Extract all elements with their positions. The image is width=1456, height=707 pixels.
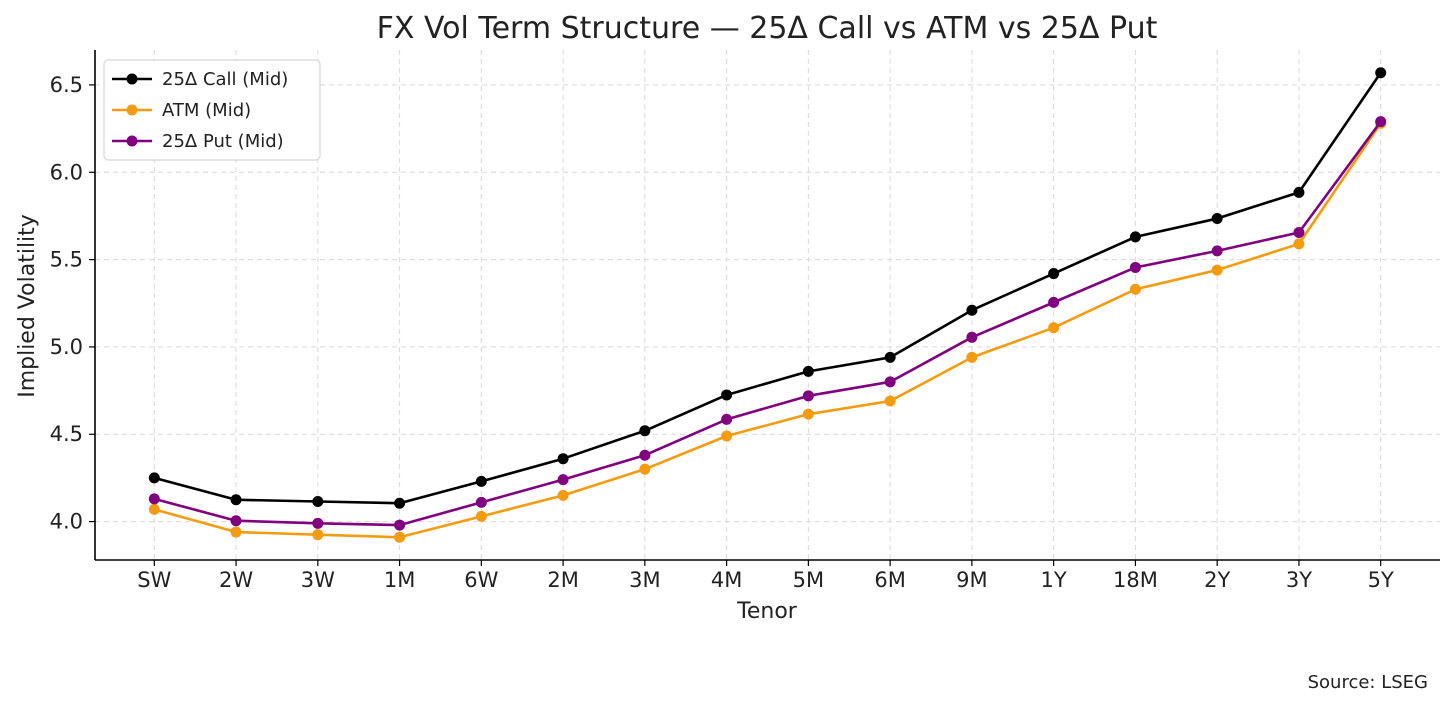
data-point: [884, 351, 896, 363]
data-point: [1211, 245, 1223, 257]
data-point: [312, 517, 324, 529]
data-point: [1211, 213, 1223, 225]
data-point: [1211, 264, 1223, 276]
data-point: [966, 304, 978, 316]
data-point: [394, 519, 406, 531]
data-point: [230, 526, 242, 538]
data-point: [148, 472, 160, 484]
data-point: [230, 494, 242, 506]
series-group: [148, 67, 1387, 543]
data-point: [557, 489, 569, 501]
data-point: [475, 475, 487, 487]
data-point: [884, 376, 896, 388]
legend: 25Δ Call (Mid) ATM (Mid) 25Δ Put (Mid): [103, 59, 321, 161]
data-point: [557, 453, 569, 465]
data-point: [1048, 322, 1060, 334]
x-tick-label: 4M: [711, 568, 742, 592]
y-tick-label: 6.5: [50, 73, 83, 97]
x-ticks: SW 2W 3W 1M 6W 2M 3M 4M 5M 6M 9M 1Y 18M 2Y 3Y 5Y: [137, 560, 1394, 592]
y-tick-label: 6.0: [50, 160, 83, 184]
data-point: [230, 515, 242, 527]
series-line: [153, 122, 1382, 539]
x-tick-label: 1Y: [1041, 568, 1067, 592]
data-point: [802, 390, 814, 402]
x-tick-label: 3W: [301, 568, 335, 592]
x-tick-label: 2W: [219, 568, 253, 592]
grid: [95, 50, 1440, 560]
legend-frame: [103, 59, 321, 161]
data-point: [394, 531, 406, 543]
x-tick-label: 2M: [547, 568, 578, 592]
y-tick-label: 5.0: [50, 335, 83, 359]
y-tick-label: 5.5: [50, 248, 83, 272]
data-point: [966, 351, 978, 363]
data-point: [966, 331, 978, 343]
axes: [94, 50, 1440, 561]
data-point: [802, 408, 814, 420]
source-note: Source: LSEG: [1307, 672, 1428, 693]
legend-swatch-marker: [126, 135, 138, 147]
x-tick-label: SW: [137, 568, 171, 592]
data-point: [1293, 186, 1305, 198]
data-point: [802, 365, 814, 377]
x-tick-label: 9M: [956, 568, 987, 592]
data-point: [148, 493, 160, 505]
data-point: [1129, 283, 1141, 295]
series-line: [153, 71, 1382, 505]
data-point: [1129, 261, 1141, 273]
x-tick-label: 3Y: [1286, 568, 1312, 592]
series-25-call-mid: [148, 67, 1387, 509]
series-line: [153, 120, 1382, 527]
legend-label: ATM (Mid): [162, 100, 251, 121]
x-tick-label: 3M: [629, 568, 660, 592]
data-point: [475, 510, 487, 522]
data-point: [312, 529, 324, 541]
data-point: [475, 496, 487, 508]
x-tick-label: 6W: [464, 568, 498, 592]
data-point: [1293, 227, 1305, 239]
y-axis-label: Implied Volatility: [15, 214, 40, 398]
x-tick-label: 1M: [384, 568, 415, 592]
data-point: [639, 449, 651, 461]
legend-swatch-marker: [126, 73, 138, 85]
legend-label: 25Δ Put (Mid): [162, 131, 284, 152]
data-point: [1048, 268, 1060, 280]
series-25-put-mid: [148, 116, 1387, 531]
legend-swatch-marker: [126, 104, 138, 116]
data-point: [721, 430, 733, 442]
x-tick-label: 6M: [874, 568, 905, 592]
data-point: [639, 425, 651, 437]
chart-title: FX Vol Term Structure — 25Δ Call vs ATM …: [377, 11, 1158, 46]
y-ticks: 4.0 4.5 5.0 5.5 6.0 6.5: [50, 73, 95, 534]
x-tick-label: 5Y: [1368, 568, 1394, 592]
data-point: [1375, 67, 1387, 79]
data-point: [557, 474, 569, 486]
data-point: [148, 503, 160, 515]
x-tick-label: 5M: [793, 568, 824, 592]
legend-label: 25Δ Call (Mid): [162, 69, 288, 90]
series-atm-mid: [148, 117, 1387, 543]
data-point: [1375, 116, 1387, 128]
x-axis-label: Tenor: [736, 599, 798, 624]
data-point: [884, 395, 896, 407]
y-tick-label: 4.0: [50, 510, 83, 534]
data-point: [639, 463, 651, 475]
data-point: [1293, 238, 1305, 250]
data-point: [721, 413, 733, 425]
x-tick-label: 18M: [1113, 568, 1158, 592]
data-point: [1048, 296, 1060, 308]
data-point: [312, 495, 324, 507]
data-point: [1129, 231, 1141, 243]
x-tick-label: 2Y: [1204, 568, 1230, 592]
data-point: [721, 389, 733, 401]
data-point: [394, 497, 406, 509]
y-tick-label: 4.5: [50, 422, 83, 446]
